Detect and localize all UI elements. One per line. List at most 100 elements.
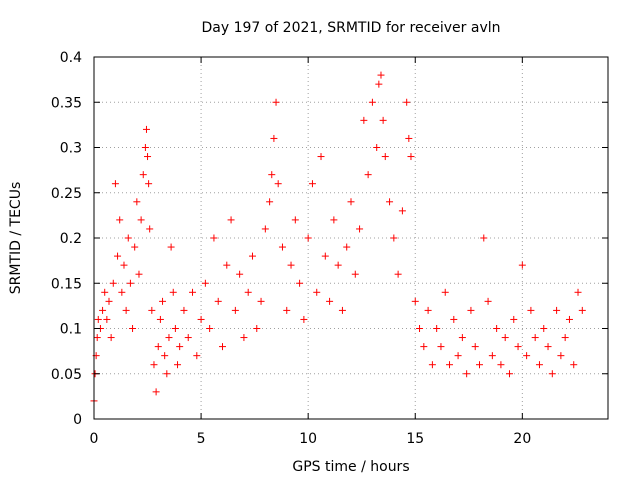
data-point [437,343,445,351]
data-point [159,297,167,305]
data-point [114,252,122,260]
y-tick-label: 0.2 [60,231,82,247]
data-point [493,325,501,332]
data-point [141,144,149,151]
data-point [501,334,509,342]
data-point [145,180,153,188]
data-point [527,306,535,314]
data-point [148,306,156,314]
data-point [231,306,239,314]
data-point [484,297,492,305]
data-point [274,180,282,188]
data-points [90,71,586,405]
data-point [133,198,141,206]
data-point [578,306,586,314]
data-point [169,288,177,296]
data-point [416,325,424,332]
data-point [144,153,152,161]
data-point [93,334,101,342]
data-point [137,216,145,224]
gridlines [94,57,608,419]
x-tick-label: 5 [197,431,206,447]
data-point [561,334,569,342]
data-point [304,234,312,242]
data-point [386,198,394,206]
x-tick-label: 0 [90,431,99,447]
data-point [411,297,419,305]
data-point [210,234,218,242]
data-point [441,288,449,296]
data-point [553,306,561,314]
x-tick-label: 10 [299,431,317,447]
data-point [518,261,526,269]
data-point [317,153,325,161]
data-point [313,288,321,296]
data-point [129,325,137,332]
data-point [403,98,411,106]
data-point [109,279,117,287]
data-point [480,234,488,242]
data-point [116,216,124,224]
data-point [103,315,111,323]
data-point [548,370,556,378]
data-point [321,252,329,260]
data-point [174,361,182,369]
data-point [463,370,471,378]
data-point [300,315,308,323]
data-point [283,306,291,314]
data-point [360,116,368,124]
data-point [118,288,126,296]
data-point [535,361,543,369]
data-point [356,225,364,233]
data-point [565,315,573,323]
data-point [167,243,175,251]
data-point [156,315,164,323]
data-point [201,279,209,287]
data-point [488,352,496,360]
data-point [236,270,244,278]
data-point [189,288,197,296]
data-point [326,297,334,305]
data-point [467,306,475,314]
data-point [139,171,147,179]
data-point [146,225,154,233]
data-point [364,171,372,179]
data-point [381,153,389,161]
y-tick-label: 0.3 [60,141,82,157]
data-point [287,261,295,269]
data-point [540,325,548,332]
data-point [197,315,205,323]
data-point [343,243,351,251]
data-point [330,216,338,224]
y-tick-label: 0 [73,412,82,428]
data-point [420,343,428,351]
data-point [398,207,406,215]
data-point [390,234,398,242]
data-point [471,343,479,351]
data-point [347,198,355,206]
data-point [120,261,128,269]
data-point [375,80,383,88]
data-point [338,306,346,314]
data-point [180,306,188,314]
chart-title: Day 197 of 2021, SRMTID for receiver avl… [201,20,500,36]
x-tick-label: 20 [513,431,531,447]
data-point [523,352,531,360]
data-point [407,153,415,161]
data-point [240,334,248,342]
data-point [377,71,385,79]
data-point [94,315,102,323]
data-point [171,325,179,332]
data-point [424,306,432,314]
data-point [544,343,552,351]
data-point [257,297,265,305]
data-point [131,243,139,251]
y-tick-label: 0.35 [51,95,82,111]
data-point [150,361,158,369]
data-point [126,279,134,287]
data-point [458,334,466,342]
data-point [248,252,256,260]
data-point [570,361,578,369]
data-point [450,315,458,323]
data-point [510,315,518,323]
